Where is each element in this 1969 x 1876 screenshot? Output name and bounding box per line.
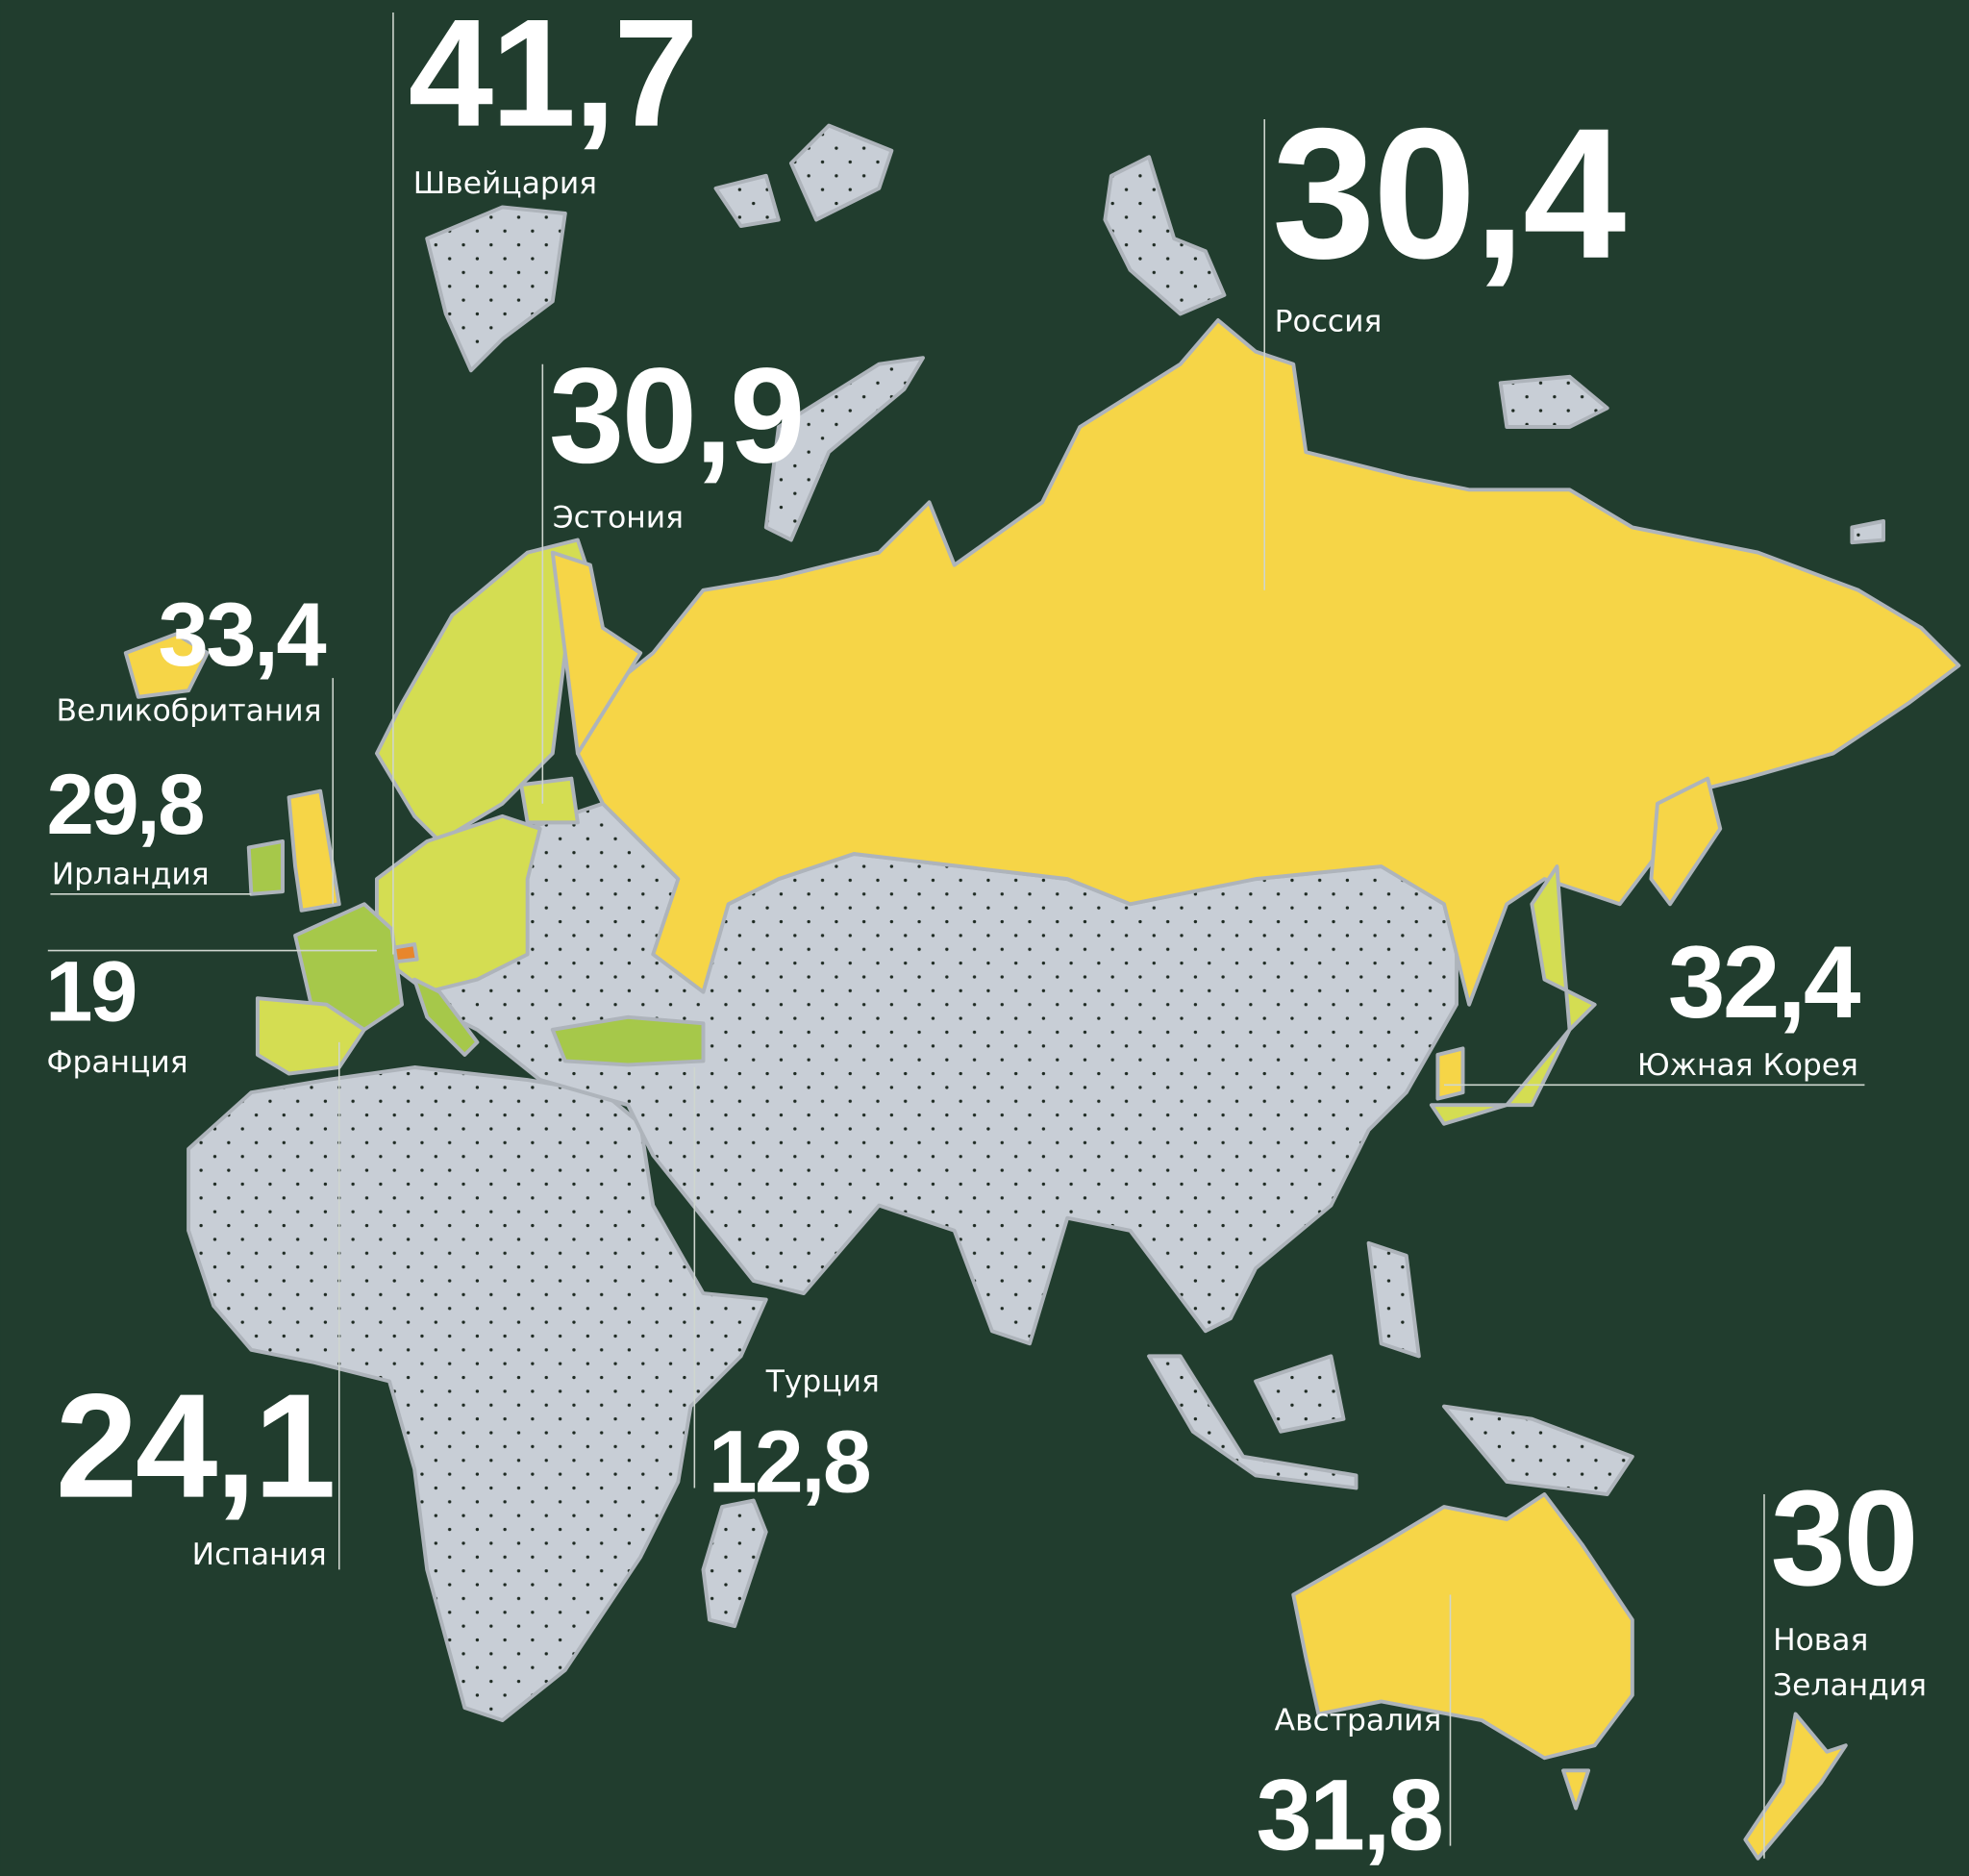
africa bbox=[187, 1065, 768, 1723]
value: 41,7 bbox=[409, 0, 697, 159]
label-france: 19 Франция bbox=[45, 944, 187, 1081]
country-name: Швейцария bbox=[413, 166, 597, 201]
label-australia: Австралия 31,8 bbox=[1256, 1704, 1444, 1872]
value: 32,4 bbox=[1668, 924, 1860, 1039]
great-britain bbox=[287, 788, 341, 913]
estonia bbox=[519, 776, 580, 825]
new-siberian-islands bbox=[1498, 374, 1609, 429]
country-name: Австралия bbox=[1275, 1704, 1442, 1738]
novaya-zemlya bbox=[763, 356, 925, 542]
madagascar bbox=[701, 1498, 768, 1629]
country-name: Россия bbox=[1275, 305, 1383, 339]
data-countries bbox=[123, 318, 1961, 1861]
franz-josef-land-east bbox=[788, 123, 894, 222]
svalbard bbox=[425, 205, 567, 373]
value: 33,4 bbox=[159, 584, 327, 685]
new-guinea bbox=[1441, 1404, 1634, 1496]
japan bbox=[1429, 864, 1597, 1126]
value: 31,8 bbox=[1256, 1760, 1441, 1872]
new-zealand bbox=[1743, 1712, 1848, 1861]
central-europe bbox=[374, 813, 542, 994]
no-data-regions bbox=[187, 123, 1885, 1723]
franz-josef-land bbox=[713, 173, 781, 229]
country-name: Эстония bbox=[553, 500, 684, 535]
philippines bbox=[1366, 1240, 1421, 1359]
ireland bbox=[246, 838, 285, 896]
country-name: Испания bbox=[192, 1538, 327, 1572]
value: 30 bbox=[1770, 1462, 1916, 1613]
russia bbox=[575, 318, 1961, 1007]
value: 19 bbox=[45, 944, 136, 1039]
australia bbox=[1291, 1492, 1634, 1761]
south-korea bbox=[1435, 1046, 1465, 1101]
label-south-korea: 32,4 Южная Корея bbox=[1637, 924, 1863, 1083]
country-name-line1: Новая bbox=[1773, 1623, 1868, 1658]
value: 24,1 bbox=[56, 1363, 334, 1529]
italy bbox=[412, 977, 480, 1057]
value: 29,8 bbox=[46, 757, 203, 852]
tasmania bbox=[1561, 1768, 1591, 1811]
severnaya-zemlya bbox=[1103, 155, 1227, 316]
label-switzerland: 41,7 Швейцария bbox=[409, 0, 699, 201]
label-russia: 30,4 Россия bbox=[1272, 89, 1628, 339]
label-turkey: Турция 12,8 bbox=[709, 1364, 880, 1511]
label-new-zealand: 30 Новая Зеландия bbox=[1770, 1462, 1927, 1703]
country-name: Франция bbox=[46, 1045, 187, 1080]
value: 12,8 bbox=[709, 1413, 870, 1511]
value: 30,4 bbox=[1272, 89, 1626, 297]
country-name-line2: Зеландия bbox=[1773, 1668, 1927, 1703]
borneo bbox=[1254, 1354, 1346, 1434]
value: 30,9 bbox=[549, 339, 803, 491]
iceland bbox=[123, 632, 210, 699]
leader-lines bbox=[47, 13, 1865, 1859]
kamchatka bbox=[1649, 776, 1723, 907]
label-great-britain: 33,4 Великобритания bbox=[57, 584, 329, 729]
sumatra-java bbox=[1147, 1354, 1358, 1490]
country-name: Ирландия bbox=[52, 857, 210, 891]
label-spain: 24,1 Испания bbox=[56, 1363, 336, 1573]
turkey bbox=[550, 1014, 706, 1067]
country-name: Южная Корея bbox=[1637, 1048, 1858, 1083]
wrangel-island bbox=[1850, 518, 1885, 545]
country-name: Великобритания bbox=[57, 694, 322, 729]
label-estonia: 30,9 Эстония bbox=[549, 339, 806, 536]
country-name: Турция bbox=[765, 1364, 880, 1399]
finland bbox=[550, 550, 643, 756]
label-ireland: 29,8 Ирландия bbox=[46, 757, 209, 891]
